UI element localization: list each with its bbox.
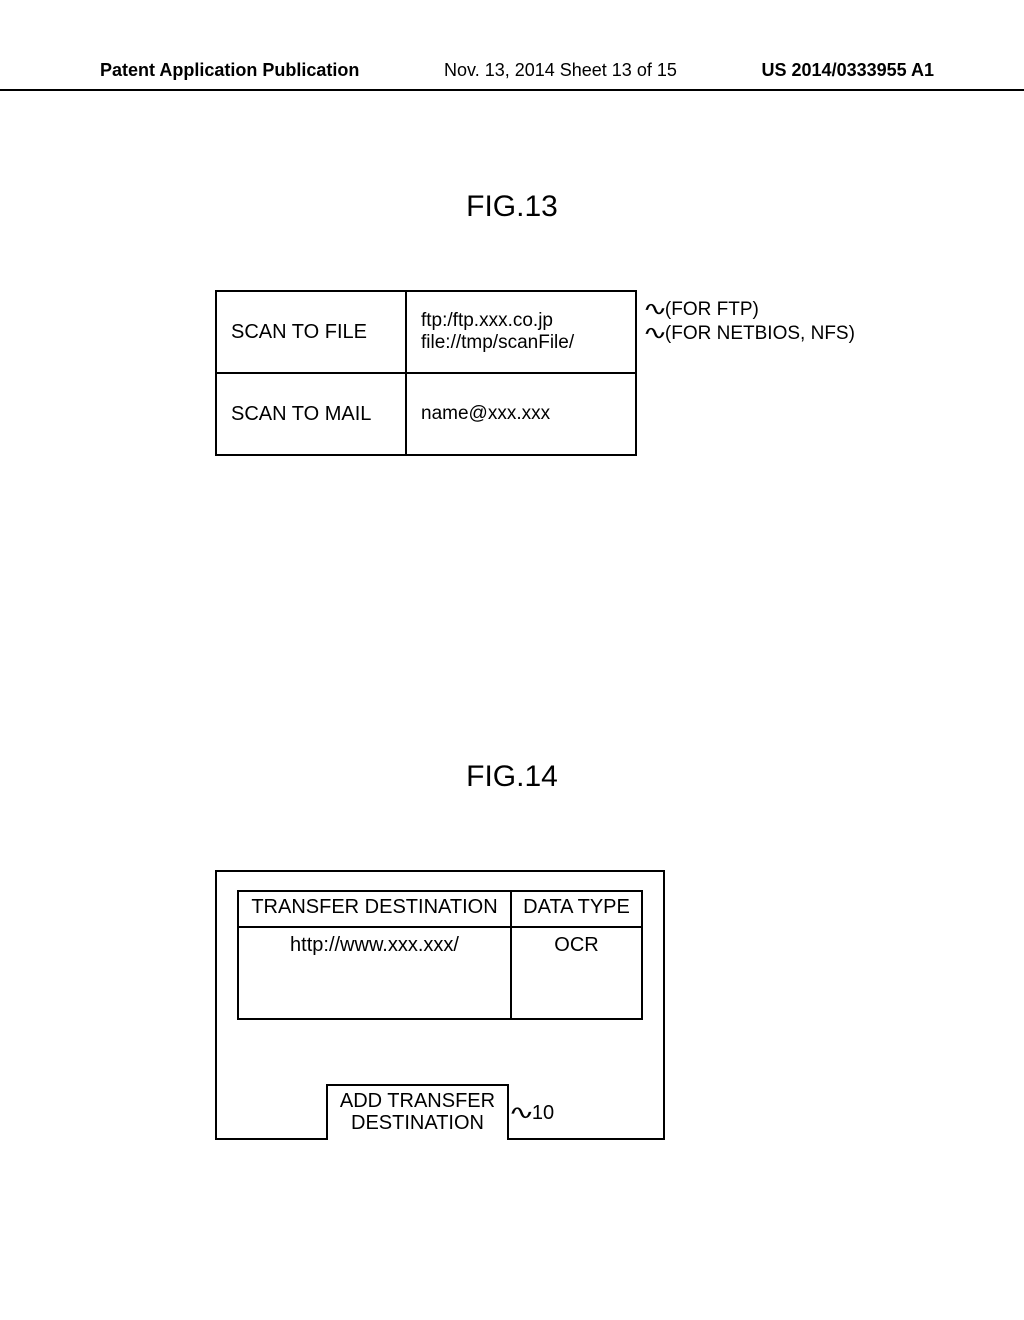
btn-line1: ADD TRANSFER: [340, 1090, 495, 1112]
fig13-r1-label: SCAN TO FILE: [216, 291, 406, 373]
header-center: Nov. 13, 2014 Sheet 13 of 15: [444, 60, 677, 81]
header-right: US 2014/0333955 A1: [762, 60, 934, 81]
tilde-icon: ∿: [642, 298, 667, 322]
btn-line2: DESTINATION: [351, 1112, 484, 1134]
fig13-r1-value: ftp:/ftp.xxx.co.jp file://tmp/scanFile/: [406, 291, 636, 373]
page-header: Patent Application Publication Nov. 13, …: [0, 60, 1024, 91]
fig13-annotation: ∿(FOR FTP) ∿(FOR NETBIOS, NFS): [647, 290, 855, 346]
fig14-panel: TRANSFER DESTINATION DATA TYPE http://ww…: [215, 870, 665, 1140]
fig13-r1-value-l1: ftp:/ftp.xxx.co.jp: [421, 310, 553, 331]
fig14-table: TRANSFER DESTINATION DATA TYPE http://ww…: [237, 890, 643, 1020]
table-row: SCAN TO FILE ftp:/ftp.xxx.co.jp file://t…: [216, 291, 636, 373]
fig14-button-ref: ∿10: [513, 1100, 554, 1125]
fig14-cell-dest: http://www.xxx.xxx/: [238, 927, 511, 1019]
fig13-title: FIG.13: [0, 190, 1024, 224]
fig13-annot-line2: ∿(FOR NETBIOS, NFS): [647, 322, 855, 346]
fig13-r1-value-l2: file://tmp/scanFile/: [421, 332, 574, 353]
table-row: SCAN TO MAIL name@xxx.xxx: [216, 373, 636, 455]
header-left: Patent Application Publication: [100, 60, 359, 81]
fig14-block: TRANSFER DESTINATION DATA TYPE http://ww…: [215, 870, 665, 1140]
fig13-r2-label: SCAN TO MAIL: [216, 373, 406, 455]
fig14-col-dtype: DATA TYPE: [511, 891, 642, 927]
patent-page: Patent Application Publication Nov. 13, …: [0, 0, 1024, 1320]
fig14-col-dest: TRANSFER DESTINATION: [238, 891, 511, 927]
table-row: http://www.xxx.xxx/ OCR: [238, 927, 642, 1019]
fig13-table: SCAN TO FILE ftp:/ftp.xxx.co.jp file://t…: [215, 290, 637, 456]
fig14-button-ref-num: 10: [532, 1102, 554, 1124]
fig14-title: FIG.14: [0, 760, 1024, 794]
fig13-r2-value: name@xxx.xxx: [406, 373, 636, 455]
fig13-block: SCAN TO FILE ftp:/ftp.xxx.co.jp file://t…: [215, 290, 855, 456]
table-header-row: TRANSFER DESTINATION DATA TYPE: [238, 891, 642, 927]
fig13-annot-l2-text: (FOR NETBIOS, NFS): [665, 323, 855, 344]
tilde-icon: ∿: [508, 1100, 535, 1125]
fig13-r2-value-l1: name@xxx.xxx: [421, 403, 550, 424]
fig14-button-wrap: ADD TRANSFER DESTINATION ∿10: [217, 1084, 663, 1140]
tilde-icon: ∿: [642, 322, 667, 346]
fig14-cell-dtype: OCR: [511, 927, 642, 1019]
fig13-annot-line1: ∿(FOR FTP): [647, 298, 855, 322]
fig13-annot-l1-text: (FOR FTP): [665, 299, 759, 320]
add-transfer-destination-button[interactable]: ADD TRANSFER DESTINATION: [326, 1084, 509, 1140]
